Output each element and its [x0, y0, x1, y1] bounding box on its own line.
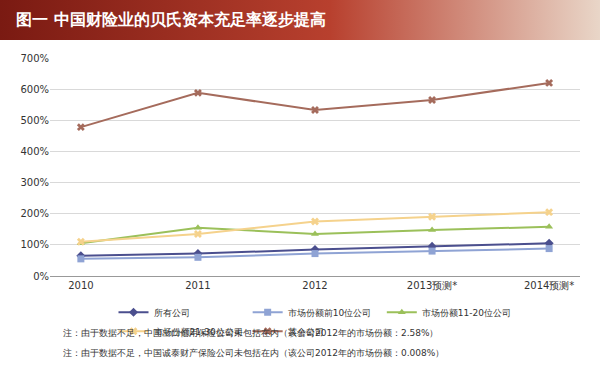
svg-text:2014预测*: 2014预测* — [524, 280, 574, 291]
svg-text:2011: 2011 — [185, 280, 210, 291]
svg-text:500%: 500% — [20, 115, 49, 126]
svg-text:市场份额11-20位公司: 市场份额11-20位公司 — [422, 308, 511, 318]
svg-text:100%: 100% — [20, 239, 49, 250]
svg-text:400%: 400% — [20, 146, 49, 157]
svg-text:0%: 0% — [33, 271, 49, 282]
html-text:图一 中国财险业的贝氏资本充足率逐步提高: 图一 中国财险业的贝氏资本充足率逐步提高 — [16, 10, 326, 29]
svg-text:2013预测*: 2013预测* — [407, 280, 457, 291]
svg-text:700%: 700% — [20, 53, 49, 64]
svg-text:其余公司: 其余公司 — [288, 327, 324, 337]
svg-text:2012: 2012 — [302, 280, 327, 291]
svg-text:所有公司: 所有公司 — [154, 308, 190, 318]
svg-text:注：由于数据不足，中国出口信用保险公司未包括在内（该公司20: 注：由于数据不足，中国出口信用保险公司未包括在内（该公司2012年的市场份额：2… — [63, 328, 439, 338]
svg-text:2010: 2010 — [68, 280, 93, 291]
svg-text:600%: 600% — [20, 84, 49, 95]
svg-text:300%: 300% — [20, 177, 49, 188]
svg-text:市场份额21-30位公司: 市场份额21-30位公司 — [154, 327, 243, 337]
svg-text:200%: 200% — [20, 208, 49, 219]
svg-text:注：由于数据不足，中国诚泰财产保险公司未包括在内（该公司20: 注：由于数据不足，中国诚泰财产保险公司未包括在内（该公司2012年的市场份额：0… — [63, 348, 444, 358]
svg-text:市场份额前10位公司: 市场份额前10位公司 — [288, 308, 371, 318]
